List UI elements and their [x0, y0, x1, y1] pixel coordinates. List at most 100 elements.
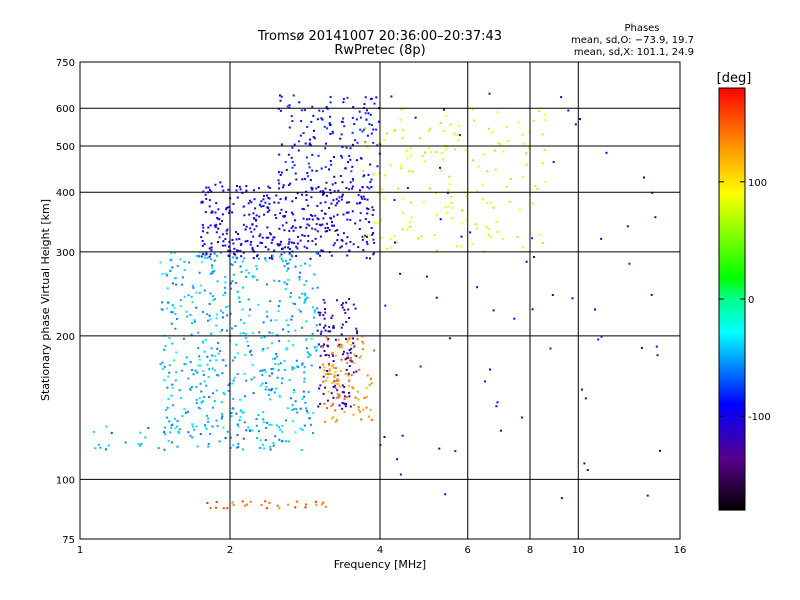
data-point [531, 237, 534, 240]
data-point [525, 163, 528, 166]
data-point [280, 253, 283, 256]
data-point [328, 372, 331, 375]
data-point [401, 228, 404, 231]
data-point [476, 190, 479, 193]
data-point [363, 198, 366, 201]
data-point [319, 384, 322, 387]
data-point [324, 354, 327, 357]
data-point [266, 315, 269, 318]
data-point [219, 181, 222, 184]
data-point [261, 236, 264, 239]
data-point [186, 410, 189, 413]
data-point [237, 249, 239, 252]
data-point [271, 254, 274, 257]
data-point [234, 356, 237, 359]
data-point [139, 444, 142, 447]
data-point [206, 414, 208, 417]
data-point [228, 245, 230, 248]
data-point [159, 261, 162, 264]
data-point [170, 394, 173, 397]
data-point [207, 417, 210, 420]
data-point [384, 174, 387, 177]
data-point [322, 298, 325, 301]
data-point [330, 254, 333, 257]
data-point [311, 218, 314, 221]
data-point [449, 123, 452, 126]
data-point [212, 299, 215, 301]
data-point [325, 181, 328, 184]
data-point [292, 391, 295, 394]
data-point [341, 156, 344, 159]
data-point [224, 275, 227, 278]
data-point [345, 242, 348, 245]
data-point [220, 401, 223, 404]
data-point [277, 107, 280, 110]
data-point [348, 317, 351, 319]
data-point [210, 347, 213, 350]
data-point [365, 240, 368, 243]
data-point [499, 429, 502, 432]
data-point [337, 189, 340, 192]
data-point [308, 224, 311, 227]
data-point [271, 238, 274, 241]
data-point [438, 447, 441, 450]
data-point [198, 397, 201, 400]
data-point [348, 297, 351, 300]
data-point [310, 186, 313, 189]
data-point [202, 190, 205, 193]
data-point [356, 332, 358, 335]
data-point [454, 148, 457, 151]
data-point [209, 359, 212, 362]
data-point [322, 190, 325, 193]
data-point [297, 149, 300, 152]
data-point [304, 292, 307, 295]
data-point [314, 237, 317, 240]
data-point [293, 164, 296, 167]
data-point [329, 95, 332, 98]
data-point [92, 430, 95, 433]
data-point [365, 387, 368, 390]
data-point [346, 352, 349, 355]
data-point [485, 226, 488, 229]
data-point [321, 118, 324, 121]
data-point [428, 129, 431, 132]
data-point [261, 382, 264, 385]
data-point [306, 247, 309, 250]
data-point [204, 254, 207, 257]
data-point [369, 163, 372, 166]
data-point [179, 258, 182, 261]
data-point [340, 333, 343, 336]
data-point [301, 362, 304, 365]
data-point [308, 417, 311, 420]
data-point [434, 192, 437, 195]
data-point [221, 213, 224, 216]
data-point [335, 198, 338, 201]
data-point [351, 360, 354, 363]
data-point [211, 354, 214, 357]
data-point [242, 223, 245, 226]
data-point [288, 126, 291, 129]
colorbar-label: [deg] [717, 71, 752, 86]
data-point [340, 346, 343, 349]
data-point [166, 386, 169, 389]
data-point [170, 322, 173, 325]
data-point [219, 222, 222, 225]
data-point [469, 231, 472, 234]
data-point [502, 150, 505, 153]
data-point [306, 172, 309, 174]
data-point [368, 384, 371, 387]
data-point [250, 230, 253, 233]
data-point [330, 317, 333, 320]
data-point [400, 108, 403, 111]
data-point [233, 376, 236, 379]
data-point [227, 389, 230, 392]
data-point [167, 398, 170, 400]
data-point [473, 119, 475, 122]
data-point [440, 169, 443, 172]
data-point [371, 206, 374, 209]
data-point [187, 431, 190, 434]
y-axis-label: Stationary phase Virtual Height [km] [39, 199, 52, 401]
data-point [221, 220, 223, 222]
data-point [349, 218, 352, 221]
data-point [364, 218, 367, 221]
